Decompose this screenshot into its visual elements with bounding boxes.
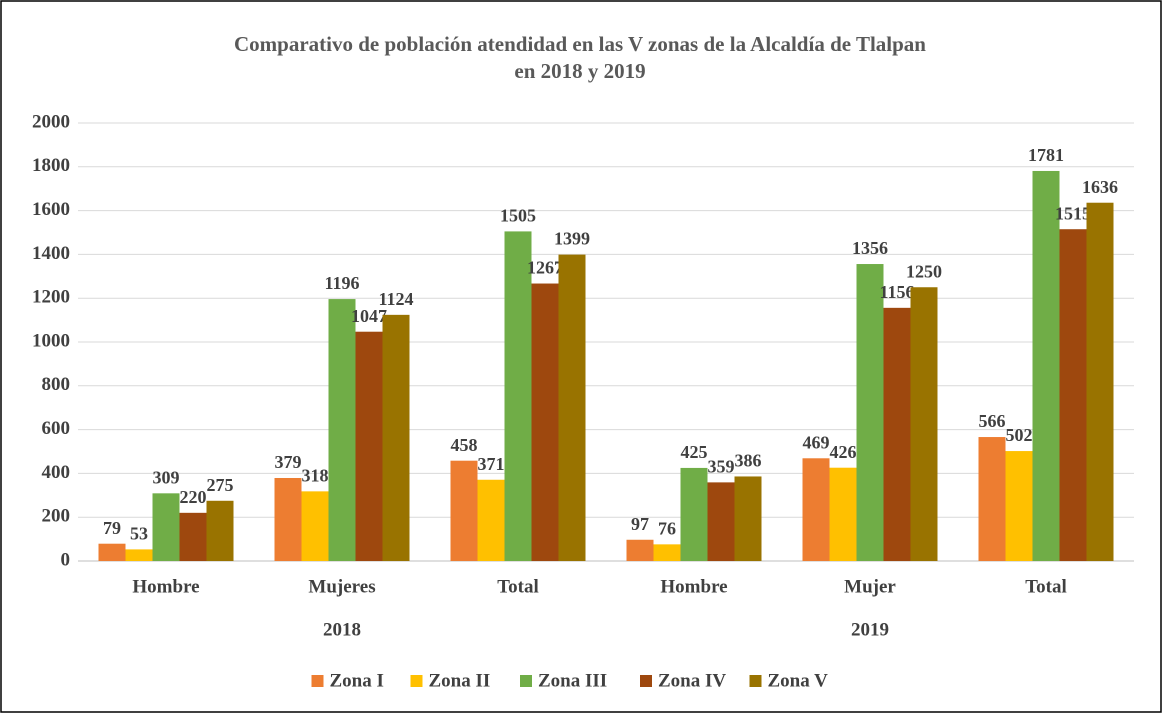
data-label: 1505 [500,206,536,226]
data-label: 1196 [324,273,359,293]
y-tick-label: 200 [42,506,71,527]
data-label: 97 [631,514,649,534]
bar [179,512,207,561]
data-label: 371 [478,454,505,474]
group-label: 2018 [323,619,361,640]
data-label: 1399 [554,229,590,249]
x-tick-label: Mujer [844,576,896,597]
data-label: 1515 [1055,203,1091,223]
data-label: 1156 [879,282,914,302]
data-label: 566 [979,411,1006,431]
legend-swatch [749,675,762,687]
y-tick-label: 600 [42,418,71,439]
x-tick-label: Total [497,576,539,597]
legend-label: Zona V [768,670,829,691]
bar [910,287,938,561]
bar [1005,451,1033,561]
bar [734,476,762,561]
bar [206,500,234,561]
bar [531,283,559,561]
bar [802,458,830,561]
data-label: 469 [803,432,830,452]
bar [328,299,356,561]
bar [1059,229,1087,561]
data-label: 275 [207,475,234,495]
y-tick-label: 1800 [32,155,70,176]
data-label: 425 [681,442,708,462]
data-label: 426 [830,442,857,462]
bar [355,331,383,561]
bar [477,479,505,561]
data-label: 1250 [906,261,942,281]
x-tick-label: Mujeres [308,576,375,597]
bar [680,467,708,561]
data-label: 1267 [527,258,563,278]
bar [653,544,681,561]
x-tick-label: Hombre [132,576,199,597]
data-label: 53 [130,524,148,544]
bar [558,254,586,561]
legend-swatch [410,675,423,687]
data-label: 76 [658,518,676,538]
bar [382,314,410,561]
data-label: 386 [735,451,762,471]
data-label: 379 [275,452,302,472]
legend-swatch [640,675,652,687]
bar [707,482,735,561]
chart-title: en 2018 y 2019 [514,59,645,83]
legend-label: Zona IV [658,670,726,691]
y-tick-label: 1400 [32,243,70,264]
data-label: 79 [103,518,121,538]
bar [829,467,857,561]
bar [1032,170,1060,561]
data-label: 458 [451,435,478,455]
data-label: 318 [302,465,329,485]
bar [274,477,302,561]
legend-swatch [311,675,324,687]
data-label: 1781 [1028,145,1064,165]
bar [626,539,654,561]
y-tick-label: 1000 [32,330,70,351]
data-label: 1636 [1082,177,1118,197]
data-label: 502 [1006,425,1033,445]
legend-swatch [520,675,532,687]
bar [856,264,884,561]
bar [152,493,180,561]
data-label: 359 [708,457,735,477]
y-tick-label: 0 [61,549,71,570]
x-tick-label: Total [1025,576,1067,597]
legend-label: Zona I [330,670,384,691]
x-tick-label: Hombre [660,576,727,597]
bar [883,307,911,561]
legend-label: Zona II [429,670,491,691]
group-label: 2019 [851,619,889,640]
y-tick-label: 400 [42,462,71,483]
bar [450,460,478,561]
legend-label: Zona III [538,670,607,691]
chart-title: Comparativo de población atendidad en la… [234,32,926,56]
data-label: 1356 [852,238,888,258]
bar [1086,202,1114,561]
bar [504,231,532,561]
data-label: 1047 [351,306,387,326]
bar [301,491,329,561]
data-label: 309 [153,467,180,487]
data-label: 220 [180,487,207,507]
bar [98,543,126,561]
y-tick-label: 800 [42,374,71,395]
y-tick-label: 1600 [32,199,70,220]
bar [125,549,153,561]
y-tick-label: 1200 [32,287,70,308]
data-label: 1124 [378,289,413,309]
bar [978,437,1006,561]
y-tick-label: 2000 [32,111,70,132]
